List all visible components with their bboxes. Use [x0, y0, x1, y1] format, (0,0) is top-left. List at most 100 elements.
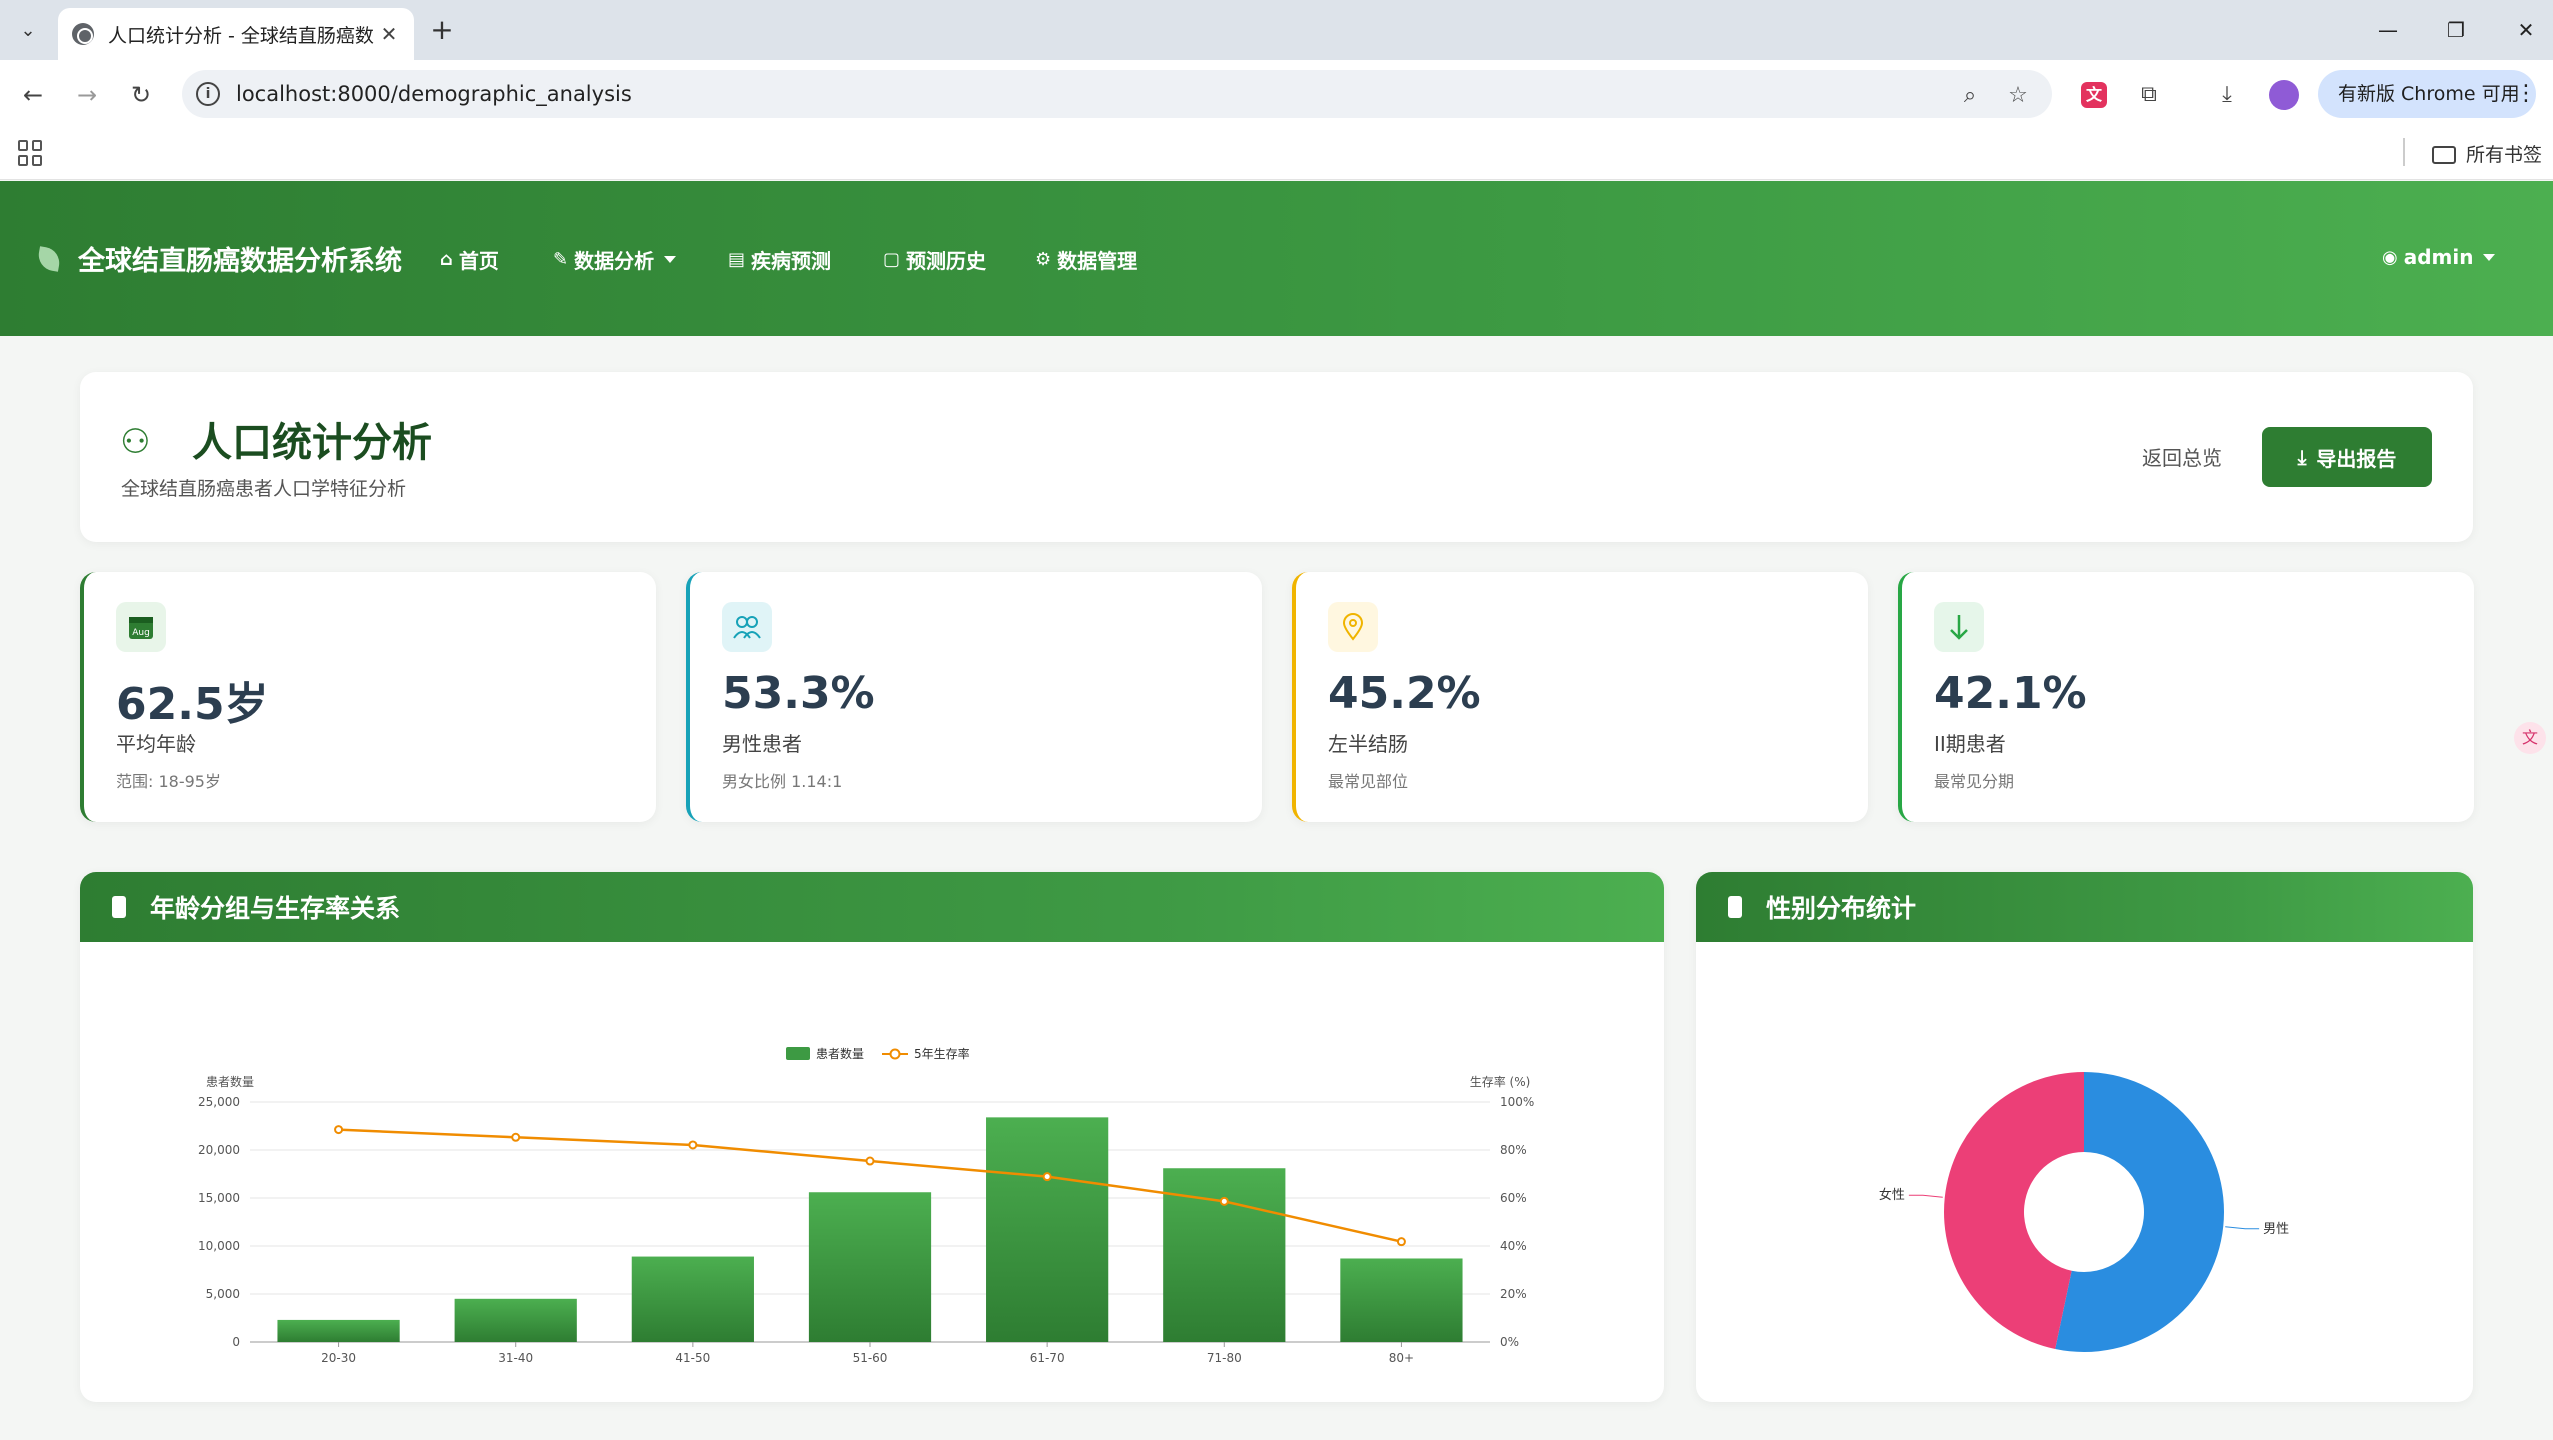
history-icon: ▢	[883, 249, 901, 270]
window-close-icon[interactable]: ✕	[2517, 18, 2535, 42]
survival-point-20-30[interactable]	[334, 1125, 344, 1135]
browser-menu-icon[interactable]: ⋮	[2515, 81, 2537, 106]
bar-31-40[interactable]	[454, 1298, 577, 1342]
y-right-tick-label: 60%	[1500, 1191, 1527, 1205]
x-tick-label: 80+	[1389, 1351, 1414, 1365]
user-menu[interactable]: ◉ admin	[2382, 245, 2496, 269]
slice-label-line	[1908, 1194, 1943, 1198]
bar-41-50[interactable]	[631, 1256, 754, 1342]
stat-label: 左半结肠	[1328, 732, 1408, 756]
page-subtitle: 全球结直肠癌患者人口学特征分析	[121, 478, 407, 500]
nav-item-label: 首页	[458, 249, 499, 273]
stat-card-male-patients: 53.3% 男性患者 男女比例 1.14:1	[686, 572, 1262, 822]
export-report-button[interactable]: ⤓ 导出报告	[2262, 427, 2432, 487]
slice-label: 女性	[1879, 1187, 1905, 1203]
gender-panel: 性别分布统计 男性 女性	[1696, 872, 2473, 1402]
gender-donut-chart: 男性 女性	[1879, 1072, 2289, 1352]
stat-value: 45.2%	[1328, 668, 1481, 719]
chart-icon	[1728, 896, 1742, 918]
tab-close-icon[interactable]: ✕	[380, 22, 398, 46]
survival-point-41-50[interactable]	[688, 1140, 698, 1150]
nav-item-prediction-history[interactable]: ▢ 预测历史	[883, 245, 986, 274]
zoom-icon[interactable]: ⌕	[1963, 83, 1977, 108]
y-left-tick-label: 25,000	[198, 1095, 240, 1109]
bar-80+[interactable]	[1340, 1258, 1463, 1342]
survival-point-61-70[interactable]	[1042, 1172, 1052, 1182]
tab-search-icon[interactable]: ⌄	[20, 19, 36, 41]
slice-label: 男性	[2263, 1222, 2289, 1237]
globe-icon	[72, 23, 94, 45]
donut-slice-男性[interactable]	[2055, 1072, 2225, 1352]
reload-icon[interactable]: ↻	[130, 81, 152, 109]
legend-bar-label[interactable]: 患者数量	[816, 1046, 864, 1061]
donut-slice-女性[interactable]	[1944, 1072, 2084, 1350]
apps-grid-icon[interactable]	[18, 140, 44, 166]
user-name: admin	[2403, 245, 2474, 269]
address-bar[interactable]: i localhost:8000/demographic_analysis ⌕ …	[182, 70, 2052, 118]
survival-point-31-40[interactable]	[511, 1132, 521, 1142]
nav-item-home[interactable]: ⌂ 首页	[440, 245, 499, 274]
download-icon[interactable]: ⤓	[2222, 82, 2232, 107]
x-tick-label: 20-30	[321, 1351, 356, 1365]
slice-label-line	[2225, 1226, 2260, 1230]
brand-link[interactable]: 全球结直肠癌数据分析系统	[36, 239, 402, 278]
bar-61-70[interactable]	[986, 1117, 1109, 1342]
browser-tab-active[interactable]: 人口统计分析 - 全球结直肠癌数 ✕	[58, 8, 414, 60]
nav-item-data-management[interactable]: ⚙ 数据管理	[1035, 245, 1137, 274]
site-info-icon[interactable]: i	[196, 82, 220, 106]
gender-panel-title: 性别分布统计	[1766, 894, 1917, 923]
survival-point-51-60[interactable]	[865, 1156, 875, 1166]
profile-avatar[interactable]	[2269, 80, 2299, 110]
leaf-icon	[36, 245, 62, 272]
age-survival-chart: 0 5,000 10,000 15,000 20,000 25,000 0% 20% 40% 60…	[198, 1046, 1534, 1365]
legend-line-label[interactable]: 5年生存率	[914, 1046, 970, 1061]
chrome-update-button[interactable]: 有新版 Chrome 可用	[2318, 70, 2536, 118]
back-arrow-icon[interactable]: ←	[22, 81, 44, 109]
extensions-puzzle-icon[interactable]: ⧉	[2141, 82, 2157, 107]
edit-icon: ✎	[553, 249, 569, 270]
bar-51-60[interactable]	[808, 1192, 932, 1342]
new-tab-icon[interactable]: +	[430, 13, 454, 46]
gender-panel-header: 性别分布统计	[1696, 872, 2473, 942]
stat-note: 最常见分期	[1934, 772, 2015, 791]
stat-card-average-age: Aug 62.5岁 平均年龄 范围: 18-95岁	[80, 572, 656, 822]
y-left-axis-label: 患者数量	[206, 1074, 254, 1089]
chart-icon	[112, 896, 126, 918]
y-left-tick-label: 20,000	[198, 1143, 240, 1157]
nav-item-label: 数据管理	[1057, 249, 1138, 273]
translate-extension-icon[interactable]: 文	[2081, 82, 2107, 108]
stat-label: 平均年龄	[116, 732, 196, 756]
y-right-tick-label: 0%	[1500, 1335, 1519, 1349]
user-circle-icon: ◉	[2382, 246, 2398, 268]
stat-card-left-colon: 45.2% 左半结肠 最常见部位	[1292, 572, 1868, 822]
stat-label: 男性患者	[722, 732, 802, 756]
back-to-overview-link[interactable]: 返回总览	[2142, 446, 2222, 470]
nav-item-data-analysis[interactable]: ✎ 数据分析	[553, 245, 677, 274]
nav-item-disease-prediction[interactable]: ▤ 疾病预测	[728, 245, 831, 274]
gear-icon: ⚙	[1035, 249, 1052, 270]
stat-value: 62.5岁	[116, 679, 269, 730]
svg-text:Aug: Aug	[132, 628, 150, 638]
y-left-tick-label: 0	[232, 1335, 240, 1349]
survival-point-80+[interactable]	[1396, 1237, 1406, 1247]
survival-point-71-80[interactable]	[1219, 1196, 1229, 1206]
chevron-down-icon	[664, 256, 677, 263]
y-right-tick-label: 80%	[1500, 1143, 1527, 1157]
translate-float-icon[interactable]: 文	[2514, 722, 2546, 754]
arrow-down-icon	[1934, 602, 1984, 652]
restore-icon[interactable]: ❐	[2447, 18, 2465, 42]
bar-20-30[interactable]	[277, 1319, 400, 1342]
forward-arrow-icon[interactable]: →	[76, 81, 98, 109]
nav-item-label: 疾病预测	[751, 249, 832, 273]
bookmark-star-icon[interactable]: ☆	[2008, 83, 2028, 108]
chevron-down-icon	[2483, 253, 2496, 261]
all-bookmarks-folder[interactable]: 所有书签	[2432, 140, 2542, 167]
address-url[interactable]: localhost:8000/demographic_analysis	[236, 82, 632, 106]
y-left-tick-label: 15,000	[198, 1191, 240, 1205]
export-report-label: 导出报告	[2316, 446, 2397, 471]
y-right-tick-label: 100%	[1500, 1095, 1534, 1109]
x-tick-label: 41-50	[675, 1351, 710, 1365]
minimize-icon[interactable]: —	[2378, 18, 2398, 42]
legend-line-marker	[889, 1048, 901, 1060]
y-right-tick-label: 40%	[1500, 1239, 1527, 1253]
